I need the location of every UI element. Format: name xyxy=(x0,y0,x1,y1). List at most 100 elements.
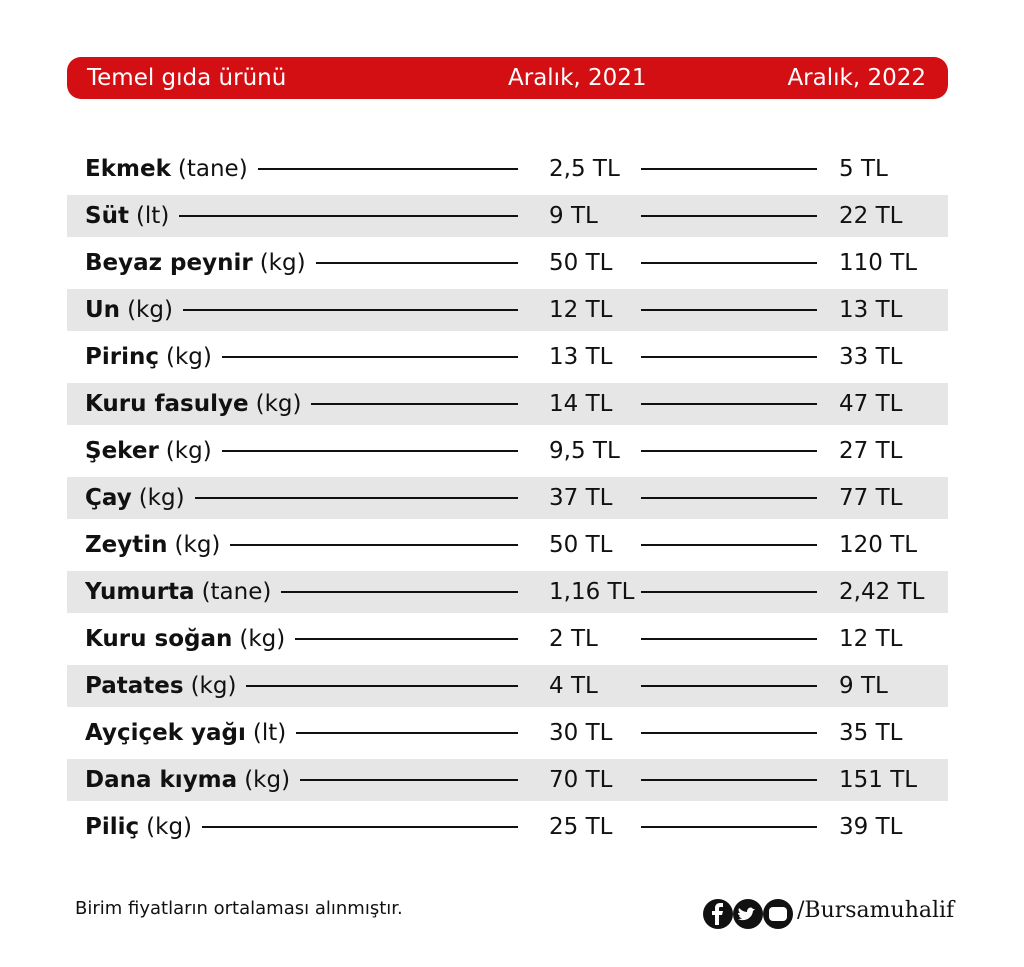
table-header: Temel gıda ürünü Aralık, 2021 Aralık, 20… xyxy=(67,57,948,99)
table-row: Kuru soğan (kg) 2 TL 12 TL xyxy=(67,618,948,660)
item-name: Çay xyxy=(85,485,132,511)
leader-line xyxy=(202,826,518,828)
item-name: Kuru soğan xyxy=(85,626,233,652)
leader-line xyxy=(315,262,518,264)
social-icons xyxy=(703,899,793,929)
price-2021: 2,5 TL xyxy=(549,156,620,182)
leader-line xyxy=(641,779,817,781)
item-unit: (tane) xyxy=(201,579,272,605)
leader-line xyxy=(641,638,817,640)
price-2022: 151 TL xyxy=(839,767,918,793)
price-2021: 4 TL xyxy=(549,673,598,699)
item-cell: Ekmek (tane) xyxy=(85,148,518,190)
price-2021: 50 TL xyxy=(549,532,613,558)
item-name: Yumurta xyxy=(85,579,195,605)
item-unit: (kg) xyxy=(259,250,306,276)
item-cell: Dana kıyma (kg) xyxy=(85,759,518,801)
leader-line xyxy=(641,168,817,170)
item-name: Şeker xyxy=(85,438,159,464)
price-2022: 2,42 TL xyxy=(839,579,925,605)
price-2021: 1,16 TL xyxy=(549,579,635,605)
table-row: Zeytin (kg) 50 TL 120 TL xyxy=(67,524,948,566)
table-row: Ekmek (tane) 2,5 TL 5 TL xyxy=(67,148,948,190)
social-handle: /Bursamuhalif xyxy=(797,898,955,923)
price-2021: 30 TL xyxy=(549,720,613,746)
item-cell: Patates (kg) xyxy=(85,665,518,707)
leader-line xyxy=(641,215,817,217)
leader-line xyxy=(641,309,817,311)
item-name: Ekmek xyxy=(85,156,171,182)
item-unit: (kg) xyxy=(244,767,291,793)
price-2021: 50 TL xyxy=(549,250,613,276)
item-cell: Çay (kg) xyxy=(85,477,518,519)
leader-line xyxy=(179,215,518,217)
table-row: Piliç (kg) 25 TL 39 TL xyxy=(67,806,948,848)
price-2021: 25 TL xyxy=(549,814,613,840)
item-unit: (kg) xyxy=(239,626,286,652)
leader-line xyxy=(641,450,817,452)
leader-line xyxy=(311,403,518,405)
price-2021: 9,5 TL xyxy=(549,438,620,464)
leader-line xyxy=(641,732,817,734)
item-cell: Un (kg) xyxy=(85,289,518,331)
price-2022: 27 TL xyxy=(839,438,903,464)
leader-line xyxy=(182,309,518,311)
table-row: Kuru fasulye (kg) 14 TL 47 TL xyxy=(67,383,948,425)
leader-line xyxy=(230,544,518,546)
table-row: Un (kg) 12 TL 13 TL xyxy=(67,289,948,331)
table-row: Çay (kg) 37 TL 77 TL xyxy=(67,477,948,519)
item-unit: (kg) xyxy=(138,485,185,511)
price-2022: 47 TL xyxy=(839,391,903,417)
price-2022: 5 TL xyxy=(839,156,888,182)
item-cell: Kuru soğan (kg) xyxy=(85,618,518,660)
item-unit: (lt) xyxy=(252,720,287,746)
price-2022: 35 TL xyxy=(839,720,903,746)
item-name: Kuru fasulye xyxy=(85,391,249,417)
item-cell: Şeker (kg) xyxy=(85,430,518,472)
price-2021: 12 TL xyxy=(549,297,613,323)
leader-line xyxy=(221,450,518,452)
price-2022: 33 TL xyxy=(839,344,903,370)
table-row: Şeker (kg) 9,5 TL 27 TL xyxy=(67,430,948,472)
item-unit: (kg) xyxy=(174,532,221,558)
leader-line xyxy=(295,638,518,640)
price-2021: 37 TL xyxy=(549,485,613,511)
leader-line xyxy=(641,262,817,264)
item-name: Beyaz peynir xyxy=(85,250,253,276)
header-2022: Aralık, 2022 xyxy=(787,65,926,91)
item-name: Pirinç xyxy=(85,344,159,370)
price-2021: 14 TL xyxy=(549,391,613,417)
item-name: Patates xyxy=(85,673,184,699)
price-2022: 77 TL xyxy=(839,485,903,511)
table-row: Pirinç (kg) 13 TL 33 TL xyxy=(67,336,948,378)
item-name: Un xyxy=(85,297,121,323)
price-2022: 12 TL xyxy=(839,626,903,652)
item-cell: Beyaz peynir (kg) xyxy=(85,242,518,284)
price-2022: 39 TL xyxy=(839,814,903,840)
leader-line xyxy=(641,544,817,546)
item-unit: (kg) xyxy=(127,297,173,323)
item-unit: (kg) xyxy=(146,814,193,840)
leader-line xyxy=(296,732,518,734)
item-unit: (lt) xyxy=(135,203,170,229)
table-row: Dana kıyma (kg) 70 TL 151 TL xyxy=(67,759,948,801)
leader-line xyxy=(300,779,518,781)
item-name: Ayçiçek yağı xyxy=(85,720,246,746)
item-unit: (kg) xyxy=(255,391,302,417)
item-unit: (tane) xyxy=(177,156,248,182)
price-2021: 2 TL xyxy=(549,626,598,652)
footnote: Birim fiyatların ortalaması alınmıştır. xyxy=(75,898,403,919)
price-2021: 9 TL xyxy=(549,203,598,229)
item-name: Dana kıyma xyxy=(85,767,238,793)
item-unit: (kg) xyxy=(190,673,237,699)
price-2022: 120 TL xyxy=(839,532,918,558)
item-unit: (kg) xyxy=(165,438,212,464)
leader-line xyxy=(194,497,518,499)
table-row: Ayçiçek yağı (lt) 30 TL 35 TL xyxy=(67,712,948,754)
leader-line xyxy=(641,403,817,405)
leader-line xyxy=(246,685,518,687)
leader-line xyxy=(641,591,817,593)
item-cell: Piliç (kg) xyxy=(85,806,518,848)
item-cell: Kuru fasulye (kg) xyxy=(85,383,518,425)
